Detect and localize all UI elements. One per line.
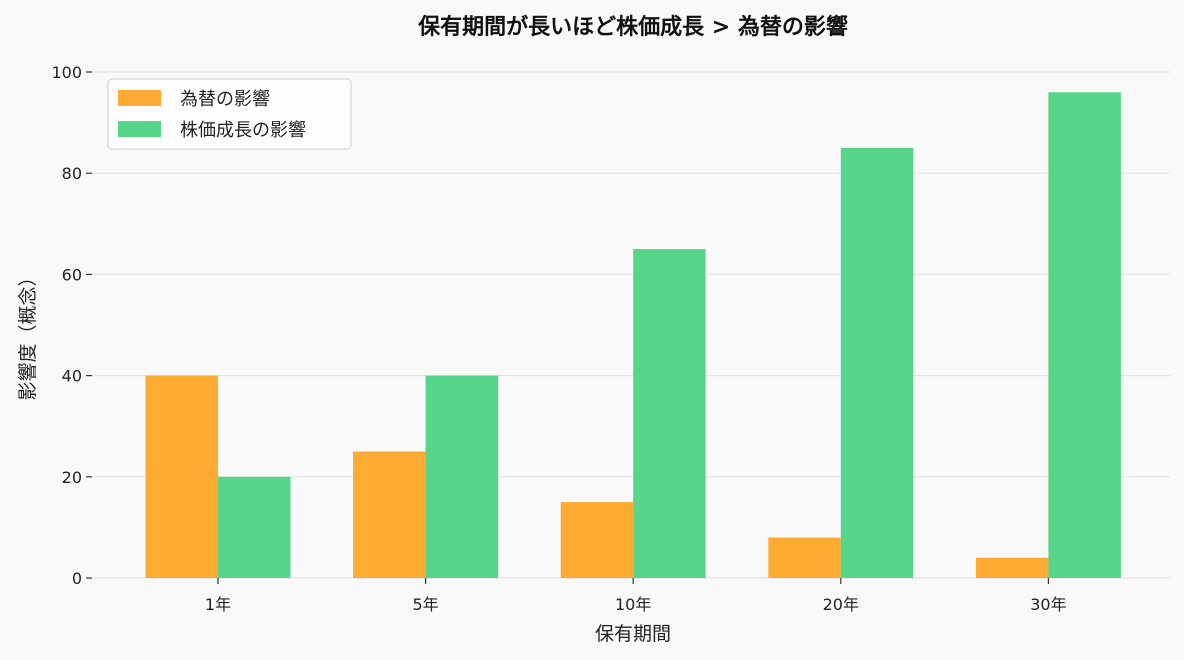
bar-fx-2 bbox=[560, 502, 634, 578]
y-tick-label: 0 bbox=[72, 569, 82, 588]
bars bbox=[145, 92, 1121, 579]
legend-box bbox=[107, 78, 352, 150]
bar-growth-1 bbox=[425, 375, 499, 578]
bar-growth-0 bbox=[218, 476, 291, 578]
bar-growth-4 bbox=[1048, 92, 1121, 579]
x-tick-label: 30年 bbox=[1030, 595, 1066, 614]
bar-growth-2 bbox=[633, 249, 706, 578]
bar-fx-3 bbox=[768, 537, 841, 578]
y-tick-label: 80 bbox=[62, 164, 82, 183]
bar-fx-4 bbox=[975, 557, 1049, 578]
y-tick-label: 100 bbox=[51, 63, 82, 82]
y-tick-label: 20 bbox=[62, 468, 82, 487]
x-axis-label: 保有期間 bbox=[595, 623, 671, 645]
x-tick-label: 1年 bbox=[205, 595, 231, 614]
legend-label: 為替の影響 bbox=[180, 89, 270, 110]
legend-swatch bbox=[118, 90, 161, 106]
chart-title: 保有期間が長いほど株価成長 > 為替の影響 bbox=[417, 14, 848, 40]
x-tick-label: 10年 bbox=[615, 595, 651, 614]
y-tick-label: 40 bbox=[62, 367, 82, 386]
axes: 0 20 40 60 80 100 1年 5年 10年 20年 30年 bbox=[51, 63, 1066, 614]
bar-fx-1 bbox=[353, 451, 426, 578]
legend-swatch bbox=[118, 121, 161, 137]
legend-label: 株価成長の影響 bbox=[180, 120, 306, 141]
x-tick-label: 5年 bbox=[413, 595, 439, 614]
y-axis-label: 影響度（概念） bbox=[16, 267, 39, 400]
y-tick-label: 60 bbox=[62, 265, 82, 284]
bar-growth-3 bbox=[840, 147, 914, 578]
bar-fx-0 bbox=[145, 375, 218, 578]
x-tick-label: 20年 bbox=[823, 595, 859, 614]
